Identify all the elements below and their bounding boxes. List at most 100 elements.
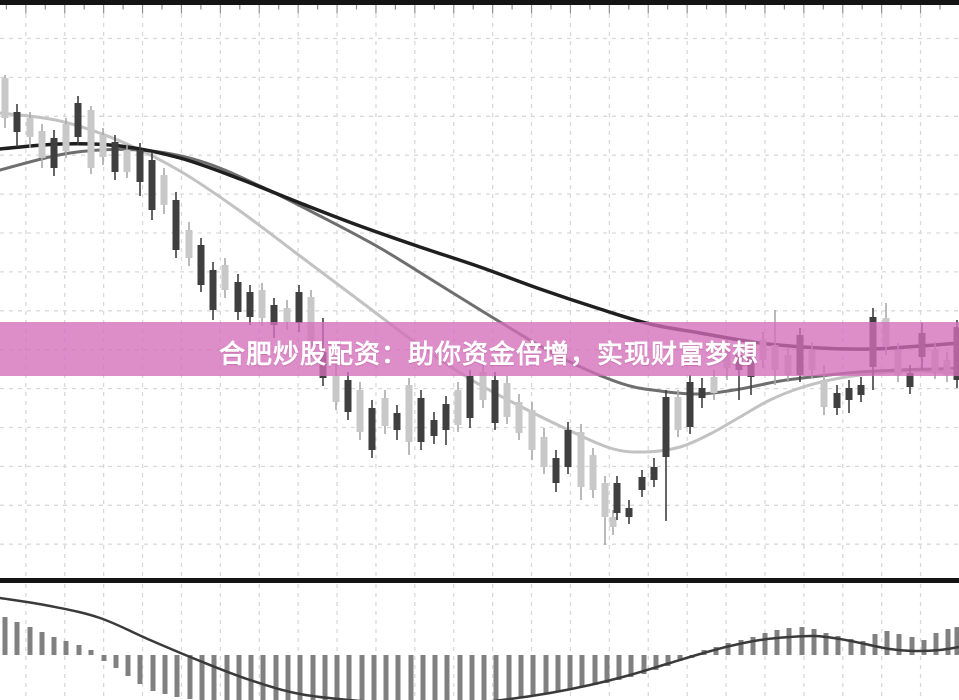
macd-bar [346,655,352,700]
macd-bar [395,655,401,700]
macd-bar [285,655,291,700]
macd-bar [76,645,82,655]
macd-bar [713,647,719,655]
macd-bar [469,655,475,700]
macd-bar [457,655,463,700]
grid-lines [0,14,959,700]
macd-bar [848,639,854,655]
macd-bar [872,634,878,655]
candle-body-up [577,432,585,487]
macd-bar [359,655,365,700]
macd-bar [945,629,951,655]
candle-body-up [123,150,131,172]
macd-bar [199,655,205,700]
macd-bar [506,655,512,700]
candle-body-up [332,376,340,402]
panel-separator [0,578,959,583]
candle-body-up [87,110,95,168]
candle-body-down [466,376,474,418]
candle-body-up [710,377,718,393]
candle-body-down [417,398,425,442]
candle-body-up [99,135,107,157]
macd-bar [811,629,817,655]
candle-body-up [38,131,46,158]
promo-banner-text: 合肥炒股配资：助你资金倍增，实现财富梦想 [219,339,760,370]
candle-body-up [381,398,389,426]
macd-histogram [2,617,959,700]
candle-body-down [845,388,853,400]
macd-bar [481,655,487,700]
macd-bar [371,655,377,700]
candle-body-up [540,437,548,467]
candle-body-down [906,373,914,387]
candle-body-down [625,508,633,517]
macd-bar [493,655,499,700]
macd-bar [322,655,328,700]
candle-body-down [172,200,180,250]
macd-bar [909,637,915,655]
candle-body-up [405,385,413,442]
macd-bar [738,640,744,655]
macd-bar [518,655,524,698]
macd-signal [0,596,959,700]
macd-bar [665,655,671,666]
macd-bar [860,641,866,655]
candle-body-down [491,380,499,423]
macd-bar [933,633,939,655]
macd-bar [174,655,180,697]
candle-body-down [50,138,58,168]
macd-bar [432,655,438,700]
macd-bar [408,655,414,700]
macd-signal-line [0,596,959,700]
macd-bar [27,627,33,655]
candle-body-down [686,382,694,427]
macd-bar [137,655,143,684]
candle-body-up [356,390,364,432]
candle-body-down [442,404,450,430]
candle-body-up [515,402,523,433]
macd-bar [579,655,585,687]
macd-bar [653,655,659,670]
macd-bar [762,633,768,655]
macd-bar [420,655,426,700]
macd-bar [125,655,131,676]
candle-body-down [650,467,658,480]
promo-banner: 合肥炒股配资：助你资金倍增，实现财富梦想 [0,322,959,376]
candle-body-up [820,380,828,407]
candle-body-up [601,483,609,517]
candle-body-down [209,270,217,310]
ma-slow-black [0,142,959,351]
macd-bar [236,655,242,700]
candle-body-down [833,393,841,408]
candle-body-down [857,385,865,395]
candle-body-up [609,517,617,527]
macd-bar [273,655,279,700]
macd-bar [786,628,792,655]
candle-body-down [13,112,21,132]
candle-body-down [246,292,254,317]
candle-body-down [698,388,706,398]
macd-bar [260,655,266,700]
candle-body-down [613,483,621,513]
candle-body-down [74,103,82,137]
candle-body-up [454,390,462,425]
candle-body-down [662,397,670,457]
macd-bar [628,655,634,677]
candle-body-up [1,78,9,118]
candle-body-down [393,413,401,430]
candle-body-down [234,282,242,312]
candle-body-up [528,410,536,450]
macd-bar [14,622,20,655]
macd-bar [567,655,573,689]
candle-body-down [197,245,205,285]
moving-averages [0,111,959,454]
candle-body-down [295,292,303,323]
macd-bar [310,655,316,700]
macd-bar [211,655,217,700]
candle-body-up [185,230,193,258]
macd-bar [555,655,561,691]
candle-body-down [638,477,646,490]
candle-body-down [148,160,156,210]
macd-bar [921,640,927,655]
macd-bar [444,655,450,700]
